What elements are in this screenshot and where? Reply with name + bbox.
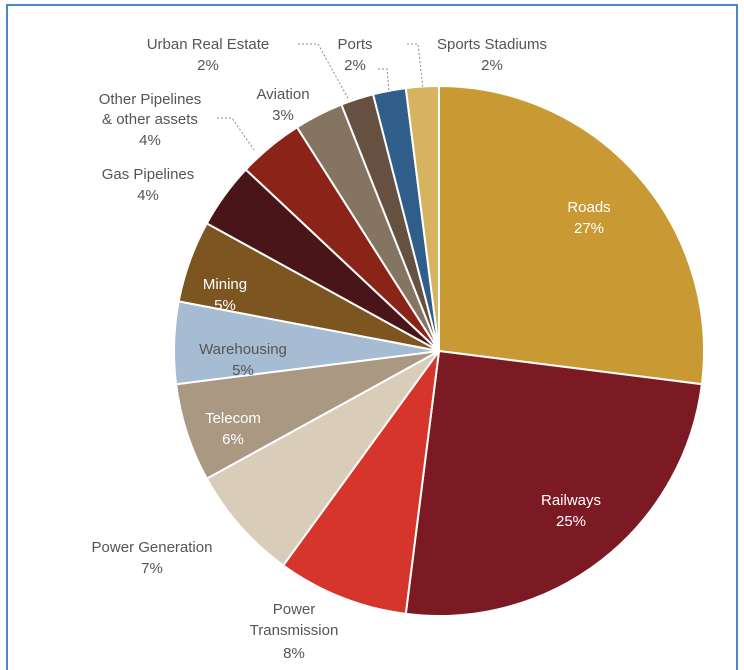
pie-slice-roads <box>438 84 705 386</box>
label-roads: Roads <box>567 199 610 216</box>
value-sports-stadiums: 2% <box>481 57 503 74</box>
chart-frame: Roads 27% Railways 25% Power Transmissio… <box>6 4 738 670</box>
value-mining: 5% <box>214 297 236 314</box>
leader-urban-real-estate <box>298 43 350 101</box>
pie-slice-power-generation <box>205 350 440 567</box>
label-sports-stadiums: Sports Stadiums <box>437 36 547 53</box>
value-telecom: 6% <box>222 431 244 448</box>
label-mining: Mining <box>203 276 247 293</box>
leader-other-pipelines <box>217 117 255 151</box>
leader-sports-stadiums <box>407 43 424 90</box>
pie-chart: Roads 27% Railways 25% Power Transmissio… <box>92 36 705 662</box>
leader-lines <box>217 43 424 151</box>
label-other-pipelines-line2: & other assets <box>102 111 198 128</box>
label-telecom: Telecom <box>205 410 261 427</box>
value-other-pipelines: 4% <box>139 132 161 149</box>
pie-slice-railways <box>404 349 704 617</box>
value-roads: 27% <box>574 220 604 237</box>
label-power-transmission-line2: Transmission <box>250 622 339 639</box>
label-warehousing: Warehousing <box>199 341 287 358</box>
label-railways: Railways <box>541 492 601 509</box>
value-power-generation: 7% <box>141 560 163 577</box>
label-power-transmission: Power <box>273 601 316 618</box>
value-warehousing: 5% <box>232 362 254 379</box>
pie-slices <box>173 84 705 617</box>
value-aviation: 3% <box>272 107 294 124</box>
label-aviation: Aviation <box>256 86 309 103</box>
label-power-generation: Power Generation <box>92 539 213 556</box>
label-urban-real-estate: Urban Real Estate <box>147 36 270 53</box>
pie-slice-power-transmission <box>281 350 440 616</box>
value-urban-real-estate: 2% <box>197 57 219 74</box>
value-gas-pipelines: 4% <box>137 187 159 204</box>
value-railways: 25% <box>556 513 586 530</box>
leader-ports <box>378 68 390 93</box>
value-ports: 2% <box>344 57 366 74</box>
slice-labels: Roads 27% Railways 25% Power Transmissio… <box>92 36 611 662</box>
label-ports: Ports <box>337 36 372 53</box>
label-gas-pipelines: Gas Pipelines <box>102 166 195 183</box>
value-power-transmission: 8% <box>283 645 305 662</box>
label-other-pipelines: Other Pipelines <box>99 91 202 108</box>
